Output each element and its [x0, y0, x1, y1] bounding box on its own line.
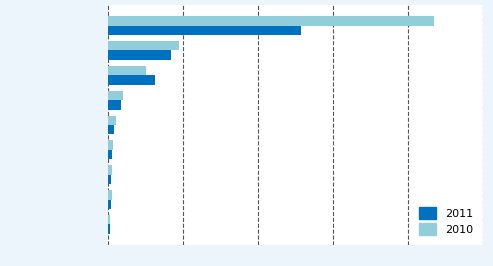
Bar	[108, 100, 121, 110]
Bar	[108, 16, 434, 26]
Legend: 2011, 2010: 2011, 2010	[415, 203, 478, 239]
Bar	[108, 66, 146, 75]
Bar	[108, 165, 112, 175]
Bar	[108, 150, 112, 159]
Bar	[108, 116, 116, 125]
Bar	[108, 175, 111, 184]
Bar	[108, 225, 110, 234]
Bar	[108, 41, 179, 51]
Bar	[108, 91, 123, 100]
Bar	[108, 75, 155, 85]
Bar	[108, 140, 113, 150]
Bar	[108, 200, 111, 209]
Bar	[108, 26, 301, 35]
Bar	[108, 125, 114, 134]
Bar	[108, 51, 171, 60]
Bar	[108, 190, 111, 200]
Bar	[108, 215, 110, 225]
